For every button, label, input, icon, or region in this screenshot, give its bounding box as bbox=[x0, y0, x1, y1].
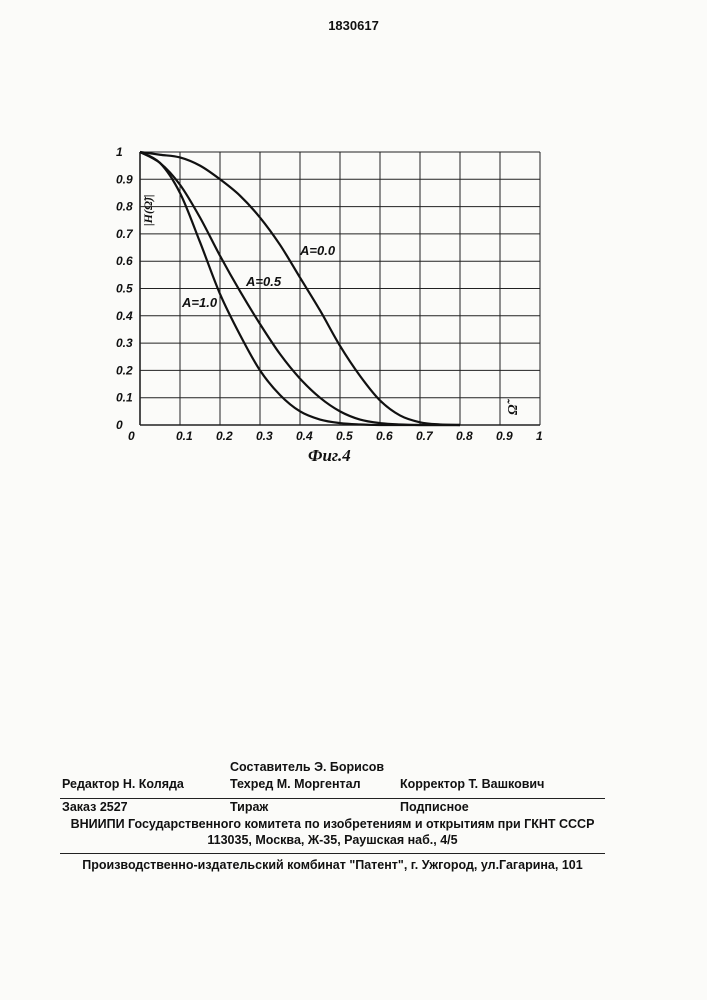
y-tick-label: 0.7 bbox=[116, 227, 134, 241]
y-tick-label: 1 bbox=[116, 145, 123, 159]
response-chart: 0 0.1 0.2 0.3 0.4 0.5 0.6 0.7 0.8 0.9 1 0 0.1 0.2 0.3… bbox=[0, 0, 707, 480]
compiler-line: Составитель Э. Борисов bbox=[230, 760, 384, 774]
x-tick-label: 0.3 bbox=[256, 429, 273, 443]
order-number: Заказ 2527 bbox=[62, 800, 128, 814]
x-tick-label: 0.5 bbox=[336, 429, 353, 443]
x-tick-label: 0.1 bbox=[176, 429, 193, 443]
y-tick-label: 0.1 bbox=[116, 391, 133, 405]
x-tick-label: 0 bbox=[128, 429, 135, 443]
publisher-line: Производственно-издательский комбинат "П… bbox=[60, 858, 605, 872]
y-tick-labels: 0 0.1 0.2 0.3 0.4 0.5 0.6 0.7 0.8 0.9 1 bbox=[116, 145, 134, 432]
subscription-label: Подписное bbox=[400, 800, 469, 814]
x-tick-label: 0.7 bbox=[416, 429, 434, 443]
divider-top bbox=[60, 798, 605, 799]
techred-line: Техред М. Моргентал bbox=[230, 777, 361, 791]
x-tick-label: 0.9 bbox=[496, 429, 513, 443]
x-tick-label: 0.4 bbox=[296, 429, 313, 443]
y-tick-label: 0 bbox=[116, 418, 123, 432]
divider-bottom bbox=[60, 853, 605, 854]
y-tick-label: 0.4 bbox=[116, 309, 133, 323]
editor-line: Редактор Н. Коляда bbox=[62, 777, 184, 791]
curve-label-a0: A=0.0 bbox=[299, 243, 336, 258]
y-tick-label: 0.2 bbox=[116, 363, 133, 377]
curve-label-a10: A=1.0 bbox=[181, 295, 218, 310]
curve-label-a05: A=0.5 bbox=[245, 274, 282, 289]
x-tick-labels: 0 0.1 0.2 0.3 0.4 0.5 0.6 0.7 0.8 0.9 1 bbox=[128, 429, 543, 443]
x-axis-label: Ω̃ bbox=[506, 399, 521, 415]
corrector-line: Корректор Т. Вашкович bbox=[400, 777, 544, 791]
chart-grid bbox=[140, 152, 540, 425]
x-tick-label: 0.2 bbox=[216, 429, 233, 443]
y-tick-label: 0.9 bbox=[116, 172, 133, 186]
y-axis-label: |H(Ω̃)| bbox=[141, 194, 155, 226]
x-tick-label: 0.8 bbox=[456, 429, 473, 443]
y-tick-label: 0.6 bbox=[116, 254, 133, 268]
address-line: 113035, Москва, Ж-35, Раушская наб., 4/5 bbox=[60, 833, 605, 847]
circulation-label: Тираж bbox=[230, 800, 268, 814]
x-tick-label: 1 bbox=[536, 429, 543, 443]
x-tick-label: 0.6 bbox=[376, 429, 393, 443]
y-tick-label: 0.3 bbox=[116, 336, 133, 350]
figure-caption: Фиг.4 bbox=[308, 446, 351, 465]
organization-line: ВНИИПИ Государственного комитета по изоб… bbox=[60, 817, 605, 831]
y-tick-label: 0.8 bbox=[116, 200, 133, 214]
y-tick-label: 0.5 bbox=[116, 282, 133, 296]
